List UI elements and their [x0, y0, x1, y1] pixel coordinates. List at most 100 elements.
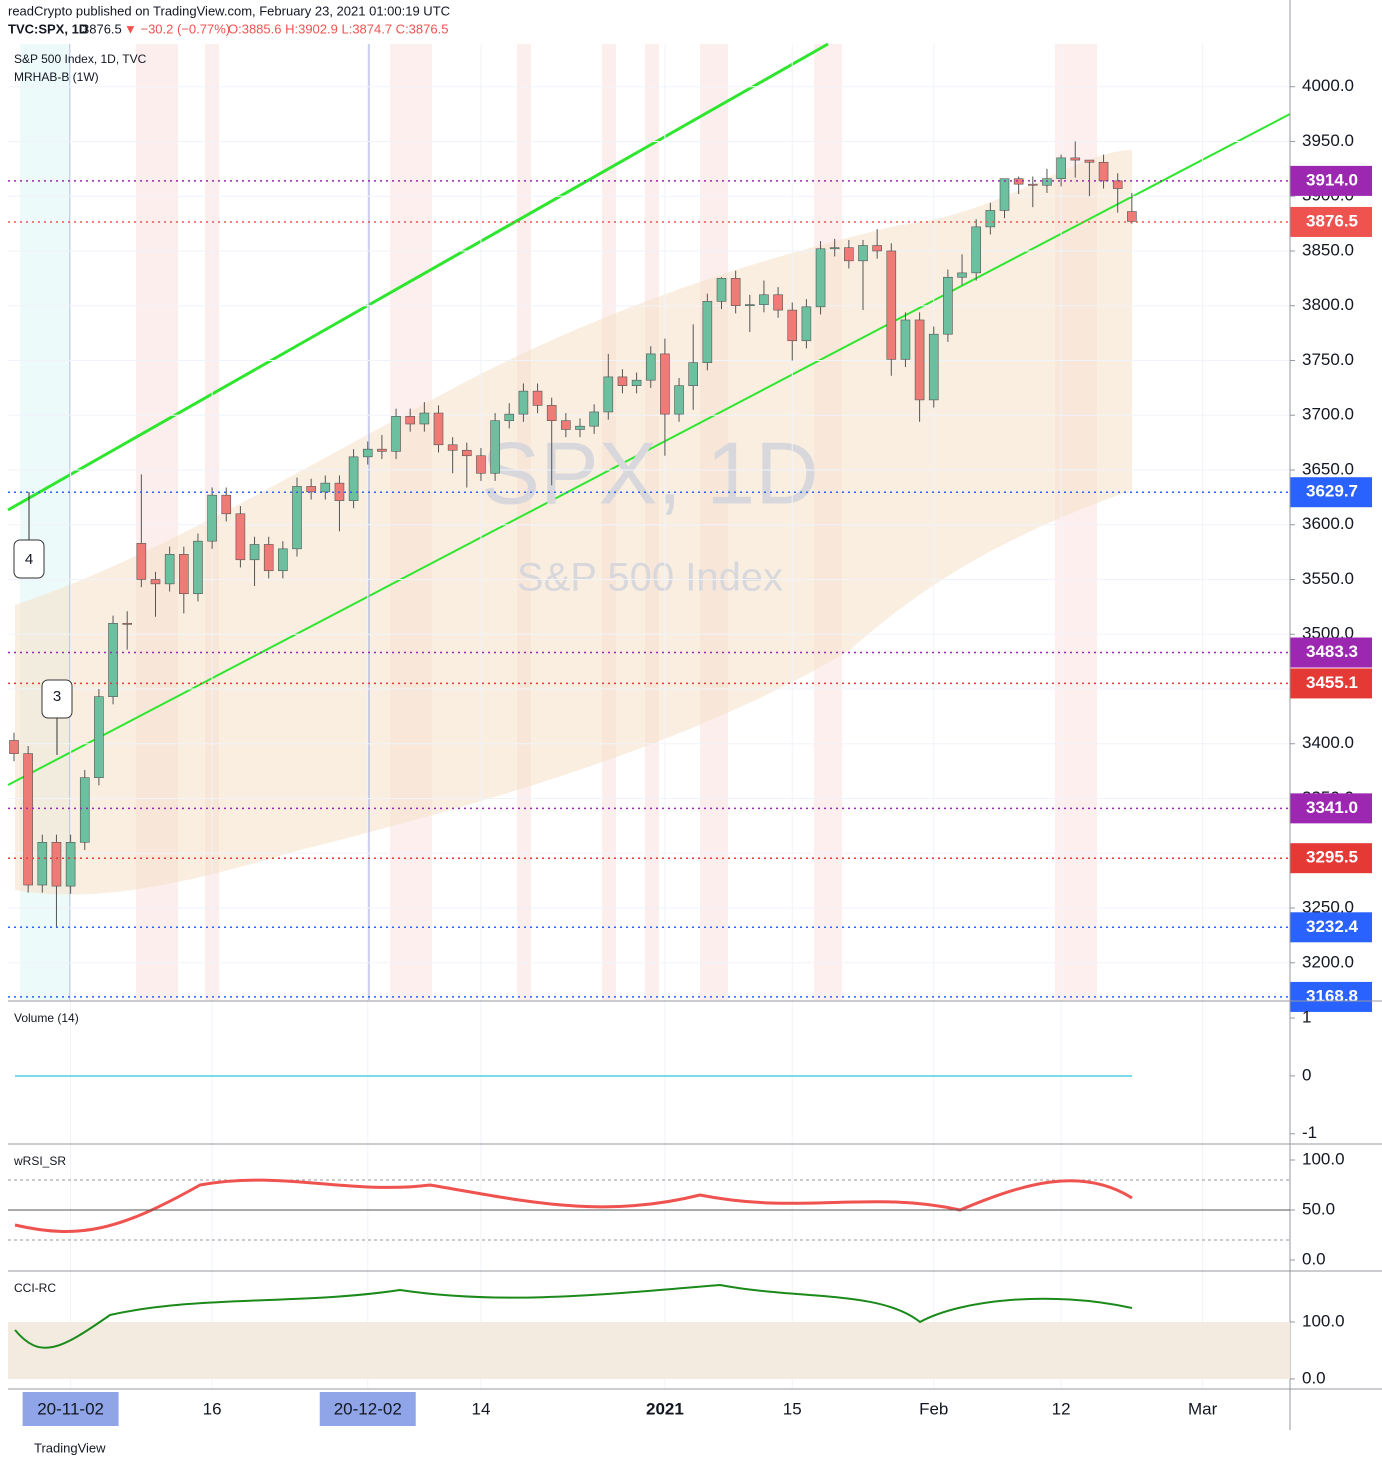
candle-body: [532, 390, 543, 406]
candle-body: [1084, 159, 1095, 163]
watermark-sub: S&P 500 Index: [517, 556, 783, 600]
candle-body: [377, 448, 387, 452]
level-box: [1290, 668, 1372, 699]
candle-body: [702, 301, 713, 363]
y-tick-label: 3550.0: [1302, 569, 1354, 588]
y-tick-label: -1: [1302, 1123, 1317, 1142]
candle-body: [136, 543, 147, 580]
candle-body: [9, 740, 19, 754]
x-tick-label: 2021: [646, 1399, 684, 1418]
level-label: 3483.3: [1306, 642, 1358, 661]
candle-body: [65, 842, 76, 887]
envelope-band: [15, 150, 1132, 895]
level-label: 3876.5: [1306, 211, 1358, 230]
candle-body: [985, 210, 996, 228]
candle-body: [235, 513, 246, 561]
labels: readCrypto published on TradingView.com,…: [8, 3, 450, 1455]
candle-body: [193, 540, 203, 595]
y-tick-label: 3800.0: [1302, 295, 1354, 314]
plot: [8, 44, 1290, 1389]
candle-body: [150, 579, 161, 585]
candle-body: [1070, 157, 1081, 161]
candle-body: [674, 385, 684, 415]
candle-body: [37, 842, 48, 886]
candle-body: [1127, 211, 1137, 222]
y-tick-label: 3950.0: [1302, 131, 1354, 150]
candle-body: [263, 544, 274, 572]
symbol: TVC:SPX, 1D: [8, 21, 88, 36]
footer: TradingView: [34, 1440, 106, 1455]
price-axis: 3200.03250.03300.03350.03400.03450.03500…: [1290, 76, 1372, 1012]
level-label: 3232.4: [1306, 917, 1359, 936]
indicator-legend: MRHAB-B (1W): [14, 70, 99, 84]
level-label: 3914.0: [1306, 170, 1358, 189]
candle-body: [518, 390, 529, 415]
candle-body: [1042, 178, 1052, 186]
y-tick-label: 1: [1302, 1008, 1311, 1027]
candle-body: [447, 444, 458, 451]
trend-line: [7, 42, 829, 512]
candle-body: [999, 178, 1010, 211]
x-tick-label: Feb: [919, 1399, 948, 1418]
x-tick-label: 20-12-02: [334, 1399, 402, 1418]
y-tick-label: 4000.0: [1302, 76, 1354, 95]
candle-body: [1056, 157, 1066, 179]
level-box: [1290, 793, 1372, 824]
candle-body: [971, 226, 982, 274]
y-tick-label: 3750.0: [1302, 350, 1354, 369]
candle-body: [362, 448, 373, 458]
y-tick-label: 0: [1302, 1065, 1311, 1084]
candle-body: [433, 412, 444, 446]
candle-body: [815, 248, 826, 308]
level-label: 3455.1: [1306, 673, 1358, 692]
candle-body: [320, 482, 331, 493]
candle-body: [278, 548, 288, 572]
level-label: 3168.8: [1306, 986, 1358, 1005]
candle-body: [249, 544, 260, 561]
y-tick-label: 3400.0: [1302, 733, 1354, 752]
candle-body: [645, 353, 656, 381]
candle-body: [405, 416, 416, 425]
annotation: 3: [53, 688, 61, 705]
level-box: [1290, 165, 1372, 196]
candle-body: [461, 449, 472, 457]
candle-body: [561, 420, 571, 430]
candle-body: [957, 272, 967, 278]
candle-body: [1013, 178, 1024, 185]
candle-body: [844, 247, 854, 262]
candle-body: [1098, 161, 1109, 182]
candle-body: [94, 696, 104, 778]
level-box: [1290, 206, 1372, 237]
candle-body: [164, 554, 175, 585]
candle-body: [23, 753, 33, 886]
x-tick-highlight: [22, 1392, 119, 1426]
candle-body: [51, 842, 62, 887]
pane-title: wRSI_SR: [13, 1154, 66, 1168]
cci-band: [8, 1322, 1290, 1379]
legend: S&P 500 Index, 1D, TVC: [14, 52, 147, 66]
candle-body: [391, 416, 401, 452]
watermark: SPX, 1D: [481, 423, 818, 522]
level-box: [1290, 912, 1372, 943]
y-tick-label: 3850.0: [1302, 240, 1354, 259]
candle-body: [490, 420, 500, 474]
candle-body: [829, 247, 840, 250]
candle-body: [716, 278, 727, 302]
pane-title: Volume (14): [14, 1011, 79, 1025]
y-tick-label: 3600.0: [1302, 514, 1354, 533]
candle-body: [787, 309, 798, 342]
change: ▼ −30.2 (−0.77%): [124, 21, 230, 36]
rsi-line: [14, 1178, 1133, 1233]
trend-line: [7, 113, 1291, 786]
candle-body: [589, 411, 599, 427]
y-tick-label: 3700.0: [1302, 405, 1354, 424]
candle-body: [914, 319, 925, 401]
x-tick-label: Mar: [1188, 1399, 1218, 1418]
x-tick-label: 12: [1052, 1399, 1071, 1418]
candle-body: [108, 622, 118, 697]
candle-body: [928, 333, 939, 401]
cci-line: [14, 1283, 1133, 1349]
candle-body: [872, 245, 882, 252]
candle-body: [660, 353, 670, 415]
y-tick-label: 100.0: [1302, 1149, 1345, 1168]
